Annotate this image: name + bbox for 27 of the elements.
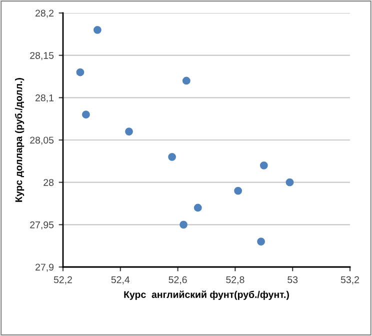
x-tick-label: 53 [288, 276, 298, 284]
y-tick-label: 27,95 [30, 221, 54, 230]
y-tick-label: 28 [44, 179, 54, 186]
x-tick-label: 52,6 [168, 276, 187, 284]
point [76, 68, 84, 76]
y-tick-label: 28,2 [36, 10, 54, 18]
point [257, 238, 265, 246]
point [180, 220, 188, 229]
point [194, 204, 202, 212]
x-tick-label: 52,8 [226, 276, 244, 284]
y-tick-label: 28,15 [30, 52, 54, 60]
point [125, 128, 133, 136]
point [260, 161, 268, 170]
x-tick-label: 53,2 [340, 276, 359, 284]
point [168, 152, 176, 161]
y-tick-label: 28,05 [30, 136, 54, 145]
x-tick-label: 52,2 [54, 276, 72, 284]
point [82, 110, 90, 119]
point [286, 178, 294, 186]
x-axis-title: Курс английский фунт(руб./фунт.) [124, 290, 289, 300]
y-axis-title: Курс доллара (руб./долл.) [14, 78, 24, 202]
y-tick-label: 27,9 [36, 264, 54, 272]
point [234, 186, 242, 195]
y-tick-label: 28,1 [36, 94, 54, 102]
x-tick-label: 52,4 [111, 276, 130, 284]
point [93, 26, 102, 34]
point [182, 76, 190, 85]
